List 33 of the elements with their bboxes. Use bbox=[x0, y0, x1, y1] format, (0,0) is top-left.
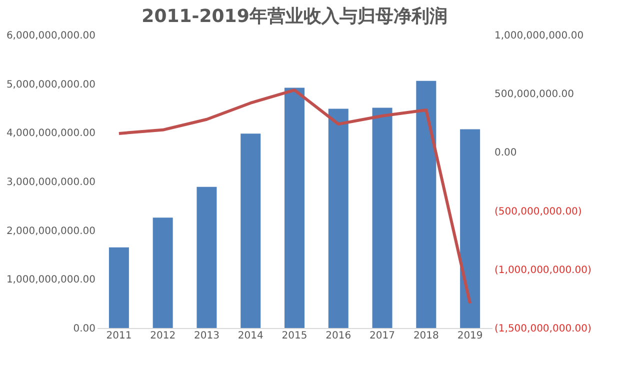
y2-tick-label: 500,000,000.00 bbox=[494, 89, 574, 100]
bar bbox=[196, 186, 217, 328]
y-tick-label: 5,000,000,000.00 bbox=[6, 79, 96, 90]
y2-tick-label: 0.00 bbox=[494, 148, 517, 159]
y-tick-label: 2,000,000,000.00 bbox=[6, 226, 96, 237]
y2-tick-label: (1,500,000,000.00) bbox=[494, 324, 592, 334]
bar bbox=[152, 218, 173, 328]
bar bbox=[416, 80, 436, 328]
y-tick-label: 1,000,000,000.00 bbox=[6, 274, 96, 286]
y-tick-label: 0.00 bbox=[73, 324, 96, 334]
chart-title: 2011-2019年营业收入与归母净利润 bbox=[142, 6, 448, 27]
y-tick-label: 4,000,000,000.00 bbox=[6, 128, 96, 140]
bar bbox=[372, 108, 392, 328]
y2-tick-label: 1,000,000,000.00 bbox=[494, 30, 584, 42]
x-tick-label: 2019 bbox=[457, 330, 483, 342]
y2-tick-label: (1,000,000,000.00) bbox=[494, 264, 592, 276]
y-tick-label: 6,000,000,000.00 bbox=[6, 30, 96, 42]
x-tick-label: 2011 bbox=[106, 330, 132, 342]
y-tick-label: 3,000,000,000.00 bbox=[6, 177, 96, 188]
bar bbox=[108, 247, 129, 328]
bar bbox=[328, 108, 348, 328]
x-tick-label: 2015 bbox=[282, 330, 308, 342]
y2-tick-label: (500,000,000.00) bbox=[494, 206, 582, 218]
x-tick-label: 2016 bbox=[326, 330, 352, 342]
x-tick-label: 2017 bbox=[370, 330, 396, 342]
x-tick-label: 2014 bbox=[238, 330, 264, 342]
x-tick-label: 2013 bbox=[194, 330, 220, 342]
line-series bbox=[117, 88, 472, 305]
bar bbox=[284, 88, 304, 328]
x-tick-label: 2012 bbox=[150, 330, 176, 342]
bar bbox=[460, 129, 480, 328]
x-tick-label: 2018 bbox=[413, 330, 439, 342]
bar bbox=[240, 134, 261, 328]
